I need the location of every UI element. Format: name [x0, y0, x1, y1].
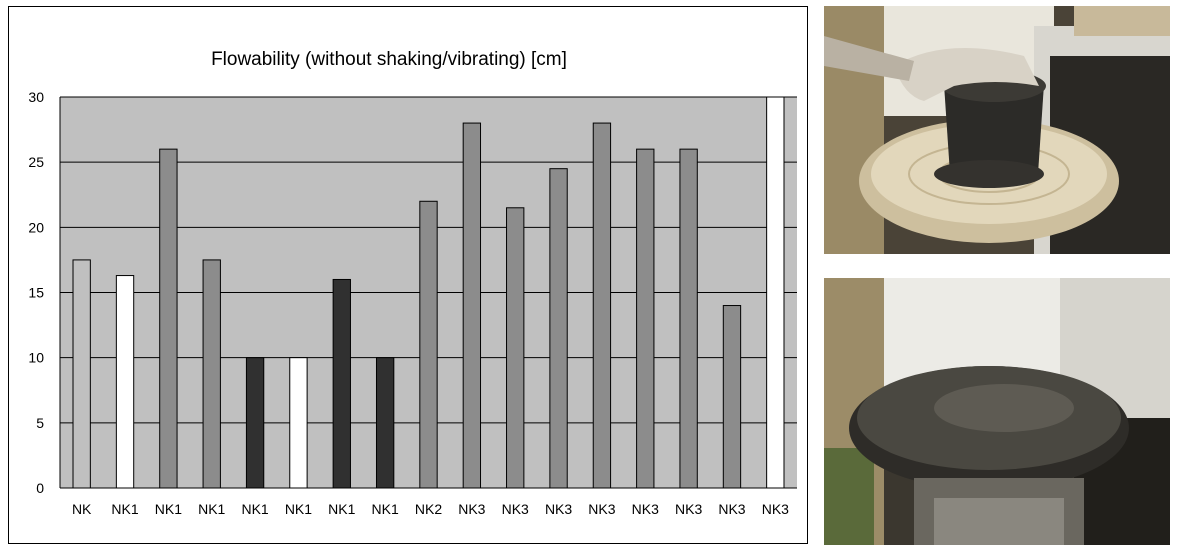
- bar: [375, 357, 395, 489]
- bar: [419, 200, 438, 489]
- bar: [592, 122, 612, 489]
- y-tick-label: 0: [36, 480, 44, 496]
- bar: [245, 357, 265, 489]
- x-tick-label: NK: [72, 501, 92, 517]
- bar: [72, 259, 91, 489]
- x-tick-label: NK2: [415, 501, 442, 517]
- y-tick-label: 20: [28, 219, 44, 235]
- chart-title: Flowability (without shaking/vibrating) …: [211, 49, 567, 70]
- y-tick-label: 25: [28, 154, 44, 170]
- bar: [462, 122, 482, 489]
- bar: [506, 207, 525, 489]
- x-tick-label: NK3: [718, 501, 745, 517]
- x-tick-label: NK3: [545, 501, 572, 517]
- y-tick-label: 10: [28, 350, 44, 366]
- x-tick-label: NK3: [502, 501, 529, 517]
- bar: [332, 278, 351, 489]
- x-tick-label: NK3: [675, 501, 702, 517]
- x-tick-label: NK1: [285, 501, 312, 517]
- bar: [722, 305, 742, 489]
- y-tick-label: 30: [28, 89, 44, 105]
- y-tick-label: 15: [28, 285, 44, 301]
- bar: [766, 96, 785, 489]
- spread-photo: [824, 278, 1170, 545]
- bar: [159, 148, 178, 489]
- chart-frame: Flowability (without shaking/vibrating) …: [8, 6, 808, 544]
- bar: [549, 168, 568, 489]
- bar: [115, 275, 135, 489]
- bar: [636, 148, 655, 489]
- plot-area: 0 5 10 15 20 25 30 NK NK1 NK1 NK1 NK1 NK1 NK1 NK1 NK2 NK…: [28, 89, 797, 517]
- x-tick-label: NK1: [198, 501, 225, 517]
- x-tick-label: NK1: [328, 501, 355, 517]
- x-tick-label: NK3: [632, 501, 659, 517]
- x-tick-label: NK3: [588, 501, 615, 517]
- bar: [202, 259, 221, 489]
- bar: [289, 357, 308, 489]
- x-tick-label: NK3: [762, 501, 789, 517]
- x-tick-label: NK1: [372, 501, 399, 517]
- x-tick-label: NK3: [458, 501, 485, 517]
- cone-photo: [824, 6, 1170, 254]
- bar: [679, 148, 698, 489]
- x-tick-label: NK1: [111, 501, 138, 517]
- bar-chart: Flowability (without shaking/vibrating) …: [28, 49, 797, 517]
- y-tick-label: 5: [36, 415, 44, 431]
- x-tick-label: NK1: [241, 501, 268, 517]
- x-tick-label: NK1: [155, 501, 182, 517]
